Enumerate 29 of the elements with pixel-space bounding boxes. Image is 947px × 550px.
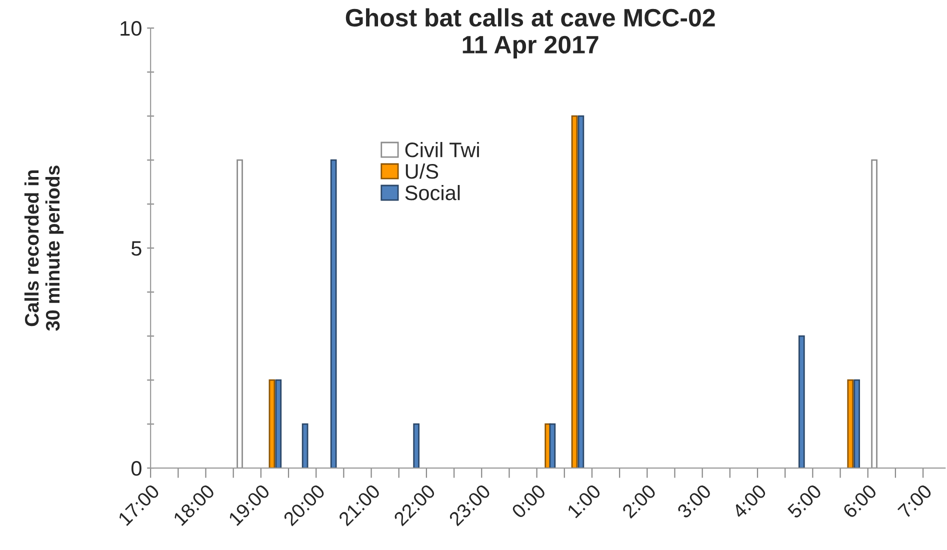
bar bbox=[854, 379, 860, 468]
bar bbox=[413, 423, 420, 468]
x-tick-label: 2:00 bbox=[621, 484, 657, 519]
x-tick-label: 0:00 bbox=[510, 484, 546, 519]
bar bbox=[871, 159, 878, 468]
x-tick-label: 6:00 bbox=[842, 484, 878, 519]
x-tick-label: 1:00 bbox=[566, 484, 602, 518]
bar bbox=[798, 335, 805, 468]
bar bbox=[578, 115, 584, 468]
bar bbox=[847, 379, 854, 468]
bar bbox=[330, 159, 337, 468]
x-tick-label: 5:00 bbox=[786, 484, 822, 519]
bar bbox=[268, 379, 276, 468]
bar bbox=[549, 423, 556, 468]
legend-label: Civil Twi bbox=[405, 142, 479, 158]
y-tick-label: 0 bbox=[131, 461, 142, 476]
legend-label: Social bbox=[405, 184, 460, 200]
x-tick-label: 4:00 bbox=[731, 484, 768, 520]
y-tick-label: 5 bbox=[131, 241, 142, 256]
x-tick-label: 3:00 bbox=[676, 484, 712, 519]
legend-label: U/S bbox=[406, 163, 438, 179]
x-tick-label: 7:00 bbox=[897, 484, 933, 519]
y-axis-title: Calls recorded in 30 minute periods bbox=[24, 166, 64, 331]
bar bbox=[275, 379, 282, 468]
y-tick-label: 10 bbox=[120, 21, 142, 36]
bar bbox=[302, 423, 308, 468]
bar bbox=[571, 115, 578, 468]
chart-title: Ghost bat calls at cave MCC-02 11 Apr 2017 bbox=[346, 8, 715, 58]
bar bbox=[236, 159, 243, 468]
